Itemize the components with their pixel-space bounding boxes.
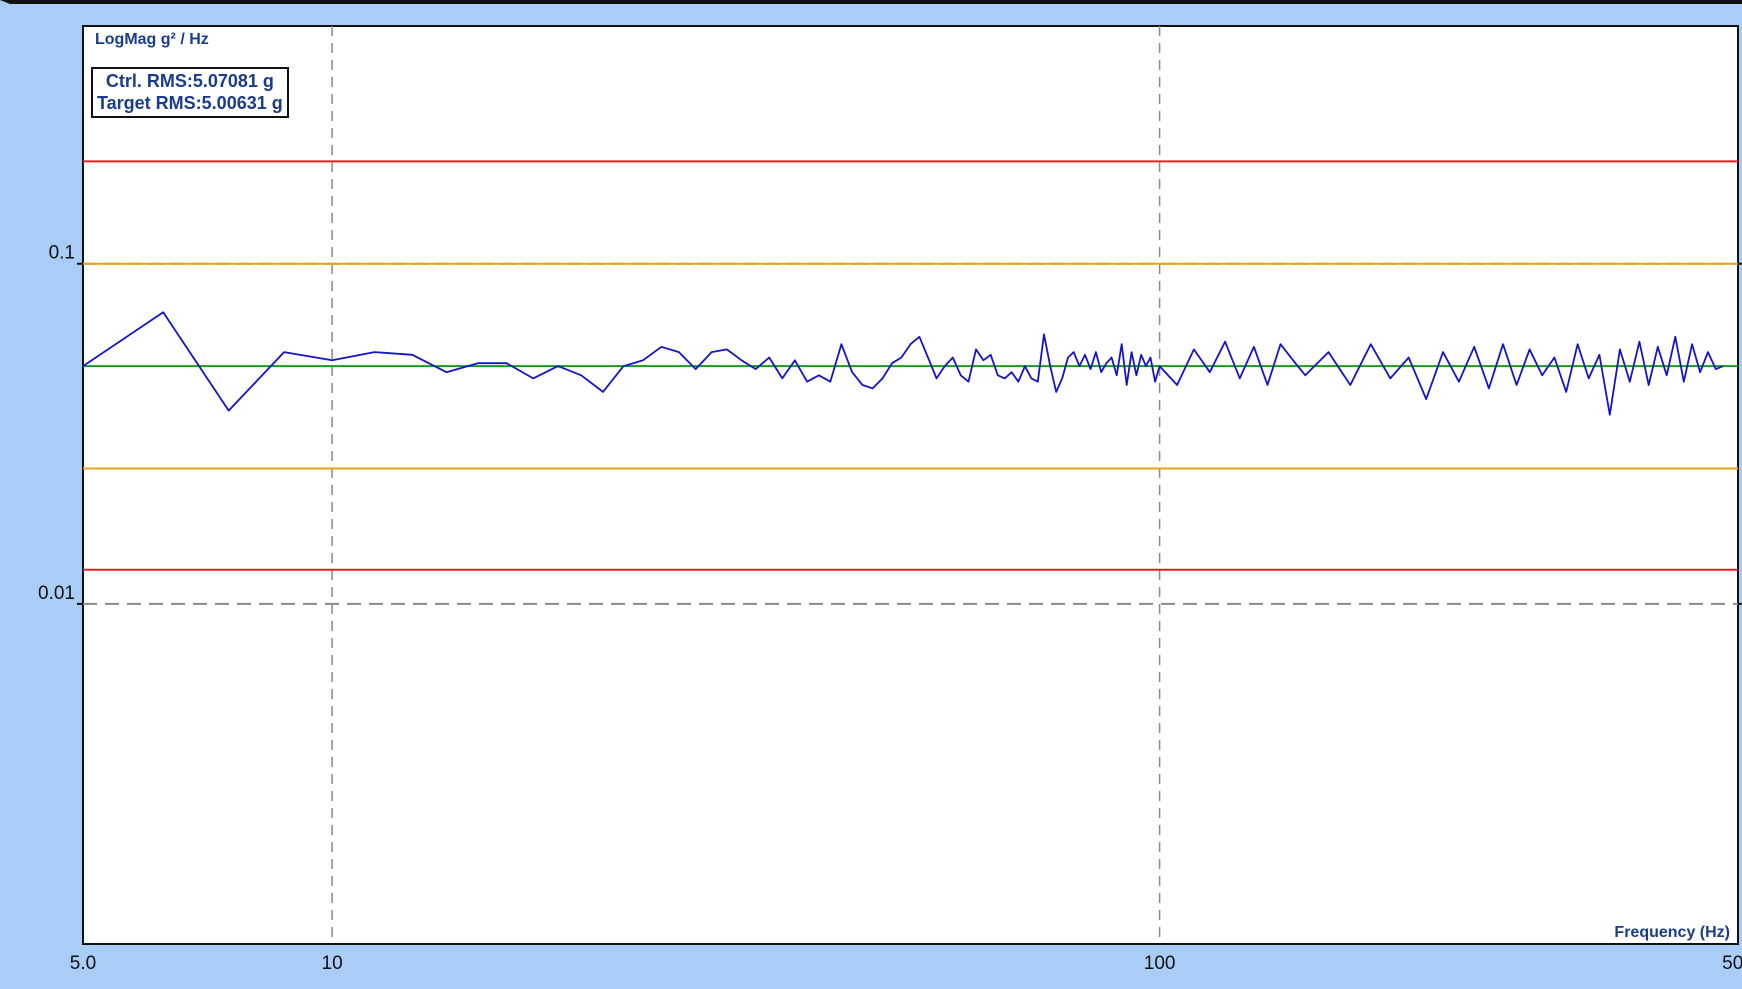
y-axis-title: LogMag g² / Hz	[95, 31, 209, 48]
control-series	[82, 311, 1724, 416]
y-tick-label: 0.1	[49, 243, 75, 264]
control-rms-label: Ctrl. RMS:5.07081 g	[105, 71, 274, 91]
x-tick-label: 500	[1722, 953, 1742, 974]
psd-chart: 5.0 10 100 500 0.1 0.01 LogMag g² / Hz Freque…	[38, 25, 1742, 974]
plot-area	[82, 25, 1739, 945]
rms-readout-box: Ctrl. RMS:5.07081 g Target RMS:5.00631 g	[91, 67, 289, 118]
x-axis-title: Frequency (Hz)	[1614, 924, 1730, 941]
y-tick-label: 0.01	[38, 583, 75, 604]
control-spectrum-line	[82, 311, 1724, 416]
x-tick-label: 5.0	[70, 953, 96, 974]
x-tick-label: 10	[322, 953, 343, 974]
tick-labels: 5.0 10 100 500 0.1 0.01	[38, 243, 1742, 974]
x-tick-label: 100	[1144, 953, 1176, 974]
reference-lines	[83, 160, 1738, 571]
target-rms-label: Target RMS:5.00631 g	[97, 93, 283, 113]
